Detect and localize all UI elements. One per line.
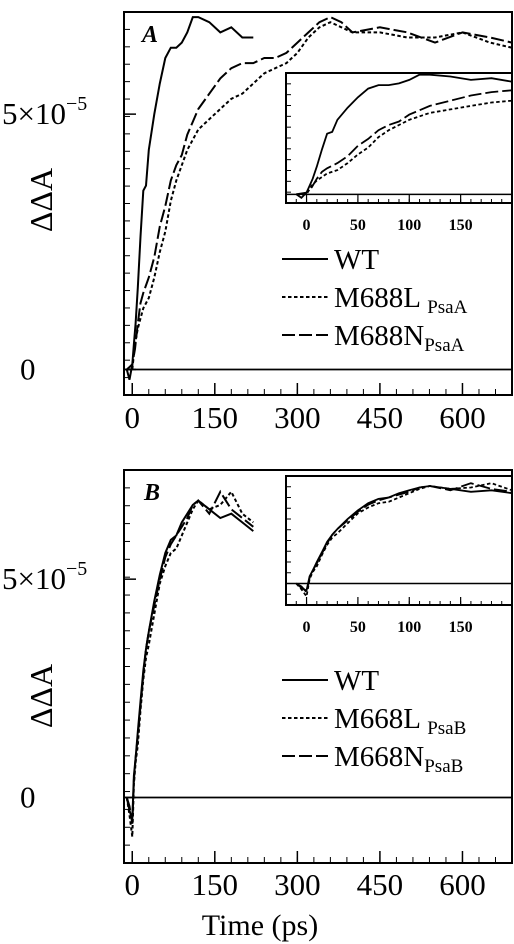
inset-frame	[285, 72, 513, 204]
legend-label: WT	[334, 665, 379, 697]
y-tick-label: 5×10−5	[2, 558, 87, 596]
y-tick-label: 0	[20, 780, 36, 815]
x-tick-label: 0	[125, 867, 141, 902]
panel-label: B	[143, 480, 160, 506]
legend-label-subscript: PsaB	[427, 718, 466, 739]
panel-b: 0 150 300 450 600 0 5×10−5 ΔΔA B 0 50 100 150 WT M668L…	[2, 469, 513, 902]
legend-label-main: M688N	[334, 320, 424, 352]
series-line-dashed	[126, 15, 512, 371]
inset-x-tick-label: 50	[350, 217, 366, 234]
inset-x-tick-label: 150	[449, 217, 473, 234]
inset-x-tick-label: 0	[303, 217, 311, 234]
x-tick-label: 450	[357, 867, 404, 902]
legend-label-subscript: PsaB	[424, 756, 463, 777]
inset-series-line-dashed	[295, 482, 512, 595]
y-axis-label: ΔΔA	[23, 664, 59, 728]
x-tick-label: 0	[125, 400, 141, 435]
y-tick-exponent: −5	[66, 558, 87, 580]
series-line-solid	[125, 16, 254, 380]
y-tick-mantissa: 5×10	[2, 96, 66, 131]
legend-label-subscript: PsaA	[424, 335, 464, 356]
legend-label: WT	[334, 244, 379, 276]
y-tick-label: 0	[20, 351, 36, 386]
legend-label-subscript: PsaA	[427, 297, 467, 318]
x-axis-label: Time (ps)	[202, 909, 318, 942]
panel-label: A	[140, 22, 158, 48]
legend-label: M668L PsaB	[334, 703, 466, 739]
x-tick-label: 600	[439, 400, 486, 435]
legend-label: M688NPsaA	[334, 320, 465, 356]
inset-series-line-solid	[295, 73, 512, 199]
x-tick-label: 600	[439, 867, 486, 902]
series-line-dotted	[126, 21, 512, 371]
panel-a: 0 150 300 450 600 0 5×10−5 ΔΔA A 0 50 100 150 WT M688L…	[2, 11, 513, 435]
series-line-dotted	[125, 489, 254, 837]
legend-label: M668NPsaB	[334, 741, 463, 777]
legend-label-main: M668L	[334, 703, 427, 735]
legend-label-main: M688L	[334, 282, 427, 314]
inset-x-tick-label: 150	[449, 619, 473, 636]
inset-series-line-dotted	[296, 99, 512, 196]
y-tick-label: 5×10−5	[2, 93, 87, 131]
inset-x-tick-label: 100	[397, 217, 421, 234]
x-tick-label: 300	[274, 867, 321, 902]
x-tick-label: 150	[192, 400, 239, 435]
series-line-dashed	[125, 489, 254, 824]
inset-x-tick-label: 50	[350, 619, 366, 636]
inset-series-line-dashed	[296, 89, 512, 196]
x-tick-label: 300	[274, 400, 321, 435]
y-tick-exponent: −5	[66, 93, 87, 115]
legend-label: M688L PsaA	[334, 282, 468, 318]
legend-label-main: WT	[334, 665, 379, 697]
y-tick-mantissa: 5×10	[2, 561, 66, 596]
legend-label-main: M668N	[334, 741, 424, 773]
inset-x-tick-label: 100	[397, 619, 421, 636]
inset-x-tick-label: 0	[303, 619, 311, 636]
y-axis-label: ΔΔA	[23, 168, 59, 232]
legend-label-main: WT	[334, 244, 379, 276]
x-tick-label: 150	[192, 867, 239, 902]
x-tick-label: 450	[357, 400, 404, 435]
